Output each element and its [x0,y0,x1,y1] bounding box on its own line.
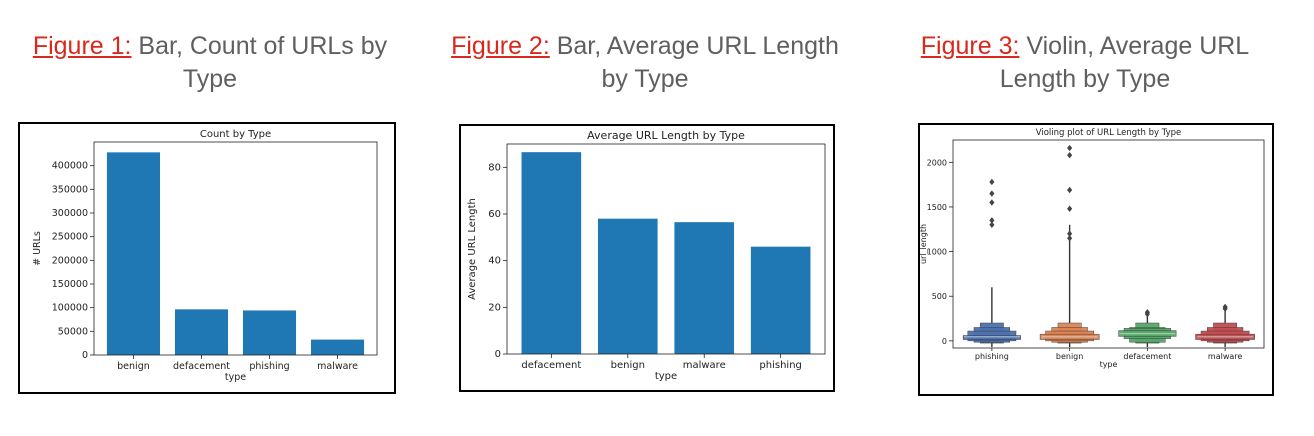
y-axis-label: # URLs [32,231,43,266]
x-tick-label: phishing [975,352,1009,361]
y-tick-label: 60 [488,209,501,220]
figure-1-link[interactable]: Figure 1: [32,32,132,60]
x-tick-label: malware [1208,352,1242,361]
x-tick-label: phishing [249,361,289,372]
outlier-benign [1067,234,1073,242]
plot-area-frame [506,143,826,355]
chart-title: Average URL Length by Type [587,129,745,142]
plot-area-frame [93,141,378,356]
bar-malware [674,222,735,354]
outlier-benign [1067,144,1073,152]
outlier-benign [1067,230,1073,237]
bar-defacement [521,152,582,354]
figure-2-caption: Figure 2: Bar, Average URL Length by Typ… [435,30,855,96]
y-tick-label: 40 [488,256,501,267]
figure-1-caption: Figure 1: Bar, Count of URLs by Type [15,30,405,96]
bar-benign [106,152,160,355]
figure-1-caption-text: Bar, Count of URLs by Type [131,32,388,93]
plot-area-frame [952,139,1265,349]
chart-border [918,123,1274,396]
outlier-malware [1222,303,1228,311]
figure-3-caption: Figure 3: Violin, Average URL Length by … [900,30,1270,96]
chart-title: Count by Type [200,129,271,140]
box-phishing [962,335,1021,340]
x-tick-label: defacement [173,361,230,372]
y-tick-label: 0 [942,337,947,346]
average-url-length-chart: Average URL Length by Type 0 20 40 60 80 Avera… [459,124,835,392]
x-tick-label: benign [117,361,150,372]
figure-3-caption-text: Violin, Average URL Length by Type [999,32,1250,93]
y-axis-label: url_length [919,224,928,264]
y-tick-label: 500 [932,292,947,301]
figure-2-link[interactable]: Figure 2: [451,32,550,60]
chart-title: Violing plot of URL Length by Type [1036,128,1182,138]
outlier-defacement [1144,309,1150,316]
count-by-type-chart: Count by Type 0 50000 100000 150000 200000 250… [18,122,396,394]
x-tick-label: phishing [759,360,801,371]
y-tick-label: 300000 [52,208,88,219]
y-tick-label: 350000 [52,184,88,195]
y-tick-label: 200000 [52,255,88,266]
y-tick-label: 2000 [927,158,947,167]
outlier-benign [1067,205,1073,212]
outlier-benign [1067,151,1073,159]
y-tick-label: 1000 [927,248,947,257]
figure-2-caption-text: Bar, Average URL Length by Type [549,32,839,93]
x-axis-label: type [225,372,246,383]
bar-phishing [750,246,811,354]
bar-defacement [174,309,229,355]
x-tick-label: defacement [521,360,581,371]
x-tick-label: defacement [1123,352,1171,361]
y-axis-label: Average URL Length [467,198,478,300]
y-tick-label: 100000 [52,303,88,314]
y-tick-label: 80 [488,162,501,173]
violin-url-length-chart: Violing plot of URL Length by Type 0 500 10… [918,123,1274,396]
y-tick-label: 250000 [52,232,88,243]
y-tick-label: 50000 [58,326,88,337]
y-tick-label: 20 [488,302,501,313]
bar-benign [597,218,658,354]
y-tick-label: 400000 [52,161,88,172]
x-tick-label: malware [683,360,726,371]
y-tick-label: 150000 [52,279,88,290]
y-tick-label: 0 [495,349,501,360]
figure-3-link[interactable]: Figure 3: [920,32,1020,60]
bar-malware [311,339,365,355]
x-axis-label: type [655,371,677,382]
y-tick-label: 1500 [927,203,947,212]
x-axis-label: type [1100,360,1118,369]
x-tick-label: benign [1056,352,1083,361]
outlier-benign [1067,186,1073,194]
y-tick-label: 0 [82,350,88,361]
x-tick-label: benign [611,360,645,371]
x-tick-label: malware [317,361,358,372]
bar-phishing [242,310,297,355]
